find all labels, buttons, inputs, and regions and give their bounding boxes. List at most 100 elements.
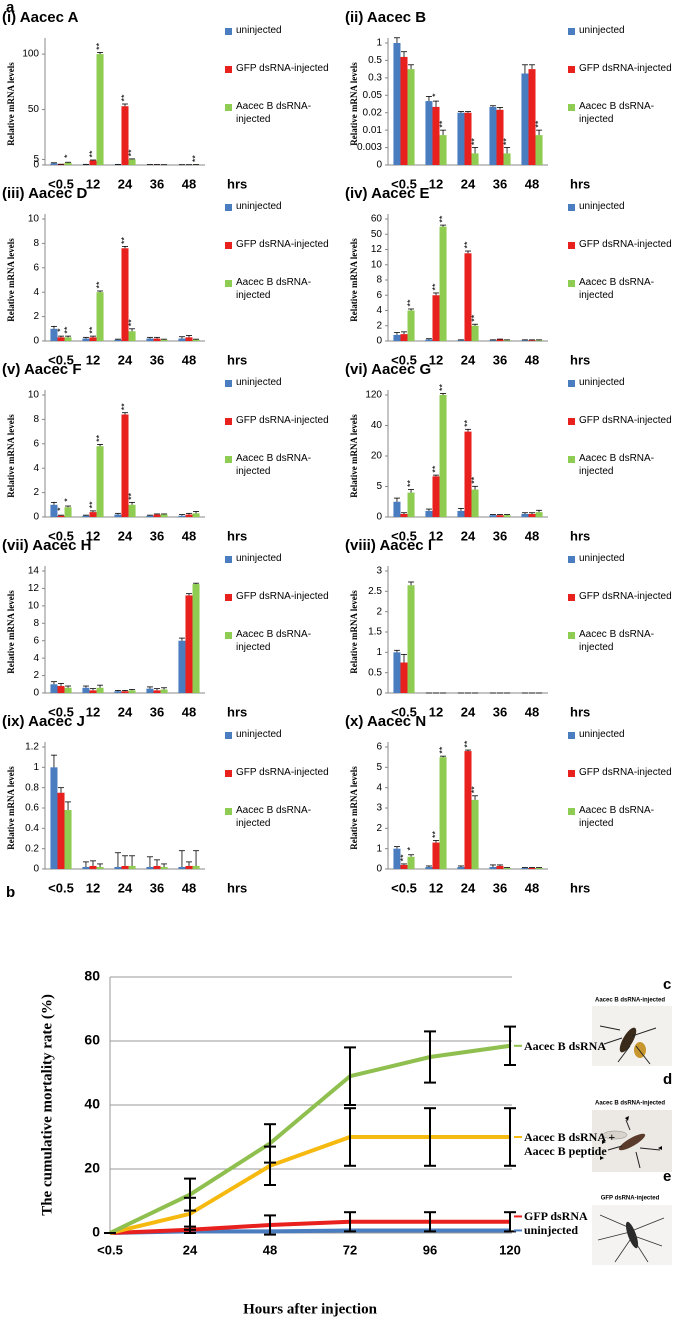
chart-title: (ii) Aacec B <box>345 9 426 26</box>
significance: ** <box>533 120 543 128</box>
y-tick-label: 5 <box>376 481 382 492</box>
significance: ** <box>126 492 136 500</box>
bar <box>192 339 200 341</box>
bar <box>464 112 472 165</box>
bar <box>185 865 193 869</box>
y-axis-label: Relative mRNA levels <box>6 238 16 322</box>
bar <box>471 489 479 517</box>
x-axis-label: Hours after injection <box>243 1301 378 1317</box>
bar <box>407 585 415 693</box>
significance: ** <box>469 476 479 484</box>
bar <box>457 340 465 341</box>
bar <box>393 501 401 517</box>
panel-label: b <box>6 884 15 901</box>
legend-label: GFP dsRNA-injected <box>579 239 672 250</box>
x-tick-label: <0.5 <box>97 1242 123 1257</box>
x-tick-label: 24 <box>461 704 476 719</box>
bar <box>489 515 497 517</box>
legend-label: Aacec B dsRNA-injected <box>579 277 655 301</box>
photo-label: Aacec B dsRNA-injected <box>595 1101 665 1107</box>
x-tick-label: <0.5 <box>391 176 417 191</box>
bar <box>121 106 129 165</box>
bar <box>400 56 408 165</box>
bar <box>464 431 472 517</box>
y-axis-label: The cumulative mortality rate (%) <box>39 994 55 1216</box>
y-tick-label: 4 <box>376 782 382 793</box>
bar <box>432 476 440 517</box>
significance: ** <box>405 480 415 488</box>
y-tick-label: 8 <box>376 275 382 286</box>
y-tick-label: 0 <box>33 688 39 699</box>
x-tick-label: 12 <box>429 176 443 191</box>
y-tick-label: 6 <box>376 742 382 753</box>
y-tick-label: 80 <box>84 968 100 984</box>
legend-label: Aacec B dsRNA + Aacec B peptide <box>524 1130 616 1158</box>
x-tick-label: 36 <box>150 176 164 191</box>
bar <box>96 866 104 869</box>
significance: ** <box>469 138 479 146</box>
y-tick-label: 0.5 <box>368 667 382 678</box>
chart-title: (ix) Aacec J <box>2 713 85 730</box>
bar <box>535 867 543 869</box>
x-tick-label: 36 <box>493 176 507 191</box>
bar <box>464 751 472 869</box>
y-tick-label: 60 <box>84 1032 100 1048</box>
legend-label: GFP dsRNA-injected <box>579 767 672 778</box>
significance: ** <box>126 319 136 327</box>
legend-swatch <box>225 418 232 425</box>
legend-swatch <box>568 104 575 111</box>
bar <box>528 867 536 869</box>
bar <box>57 686 65 693</box>
legend-label: uninjected <box>579 377 625 388</box>
x-tick-label: 24 <box>118 880 133 895</box>
y-axis-label: Relative mRNA levels <box>6 62 16 146</box>
bar <box>185 514 193 517</box>
bar <box>528 513 536 517</box>
significance: ** <box>501 138 511 146</box>
y-tick-label: 40 <box>371 420 383 431</box>
bar <box>457 112 465 165</box>
significance: ** <box>87 326 97 334</box>
significance: * <box>62 498 72 502</box>
x-axis-label: hrs <box>570 176 590 191</box>
x-tick-label: 36 <box>150 528 164 543</box>
y-tick-label: 4 <box>376 305 382 316</box>
bar <box>535 512 543 517</box>
bar <box>121 414 129 517</box>
bar <box>153 865 161 869</box>
significance: ** <box>87 501 97 509</box>
significance: ** <box>94 42 104 50</box>
legend-swatch <box>225 242 232 249</box>
y-tick-label: 4 <box>33 287 39 298</box>
x-tick-label: 48 <box>182 704 196 719</box>
x-tick-label: 36 <box>493 352 507 367</box>
x-axis-label: hrs <box>227 704 247 719</box>
significance: ** <box>437 383 447 391</box>
legend-swatch <box>568 456 575 463</box>
legend-label: uninjected <box>579 729 625 740</box>
bar <box>121 865 129 869</box>
y-tick-label: 1.5 <box>368 627 382 638</box>
x-axis-label: hrs <box>227 176 247 191</box>
x-tick-label: 12 <box>429 880 443 895</box>
y-tick-label: 5 <box>33 154 39 165</box>
bar <box>192 584 200 693</box>
bar <box>50 504 58 517</box>
legend-swatch <box>568 380 575 387</box>
bar <box>439 226 447 341</box>
bar <box>393 652 401 693</box>
x-tick-label: 48 <box>182 176 196 191</box>
legend-swatch <box>225 594 232 601</box>
legend-label: uninjected <box>579 201 625 212</box>
legend-label: GFP dsRNA-injected <box>236 415 329 426</box>
significance: * <box>430 93 440 97</box>
bar <box>178 338 186 341</box>
x-tick-label: 48 <box>525 704 539 719</box>
x-tick-label: <0.5 <box>48 352 74 367</box>
bar <box>185 595 193 693</box>
bar <box>521 513 529 517</box>
bar <box>153 338 161 341</box>
bar <box>160 866 168 869</box>
